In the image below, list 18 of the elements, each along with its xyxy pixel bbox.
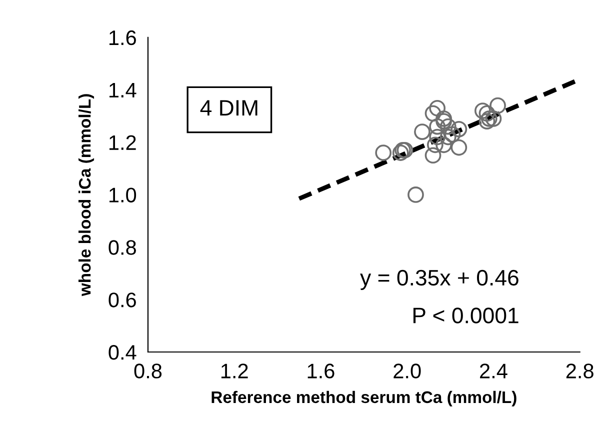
x-tick-label: 2.4 (480, 364, 508, 378)
y-tick-label: 0.4 (108, 345, 136, 360)
x-tick-label: 1.2 (221, 364, 248, 378)
annotation: 4 DIM (200, 100, 258, 116)
y-tick-label: 1.4 (110, 83, 136, 98)
y-tick-label: 1.0 (110, 188, 136, 202)
x-tick-label: 1.6 (308, 364, 334, 378)
y-tick-label: 0.8 (108, 240, 136, 255)
x-tick-label: 0.8 (134, 364, 162, 378)
x-axis-title: Reference method serum tCa (mmol/L) (212, 390, 516, 406)
annotation: P < 0.0001 (413, 308, 518, 324)
x-tick-label: 2.0 (394, 364, 421, 378)
y-tick-label: 0.6 (108, 292, 136, 308)
annotation: y = 0.35x + 0.46 (360, 270, 518, 290)
y-tick-label: 1.6 (110, 30, 136, 46)
y-axis-title: whole blood iCa (mmol/L) (78, 94, 94, 296)
x-tick-label: 2.8 (566, 364, 594, 378)
y-tick-label: 1.2 (110, 135, 136, 150)
